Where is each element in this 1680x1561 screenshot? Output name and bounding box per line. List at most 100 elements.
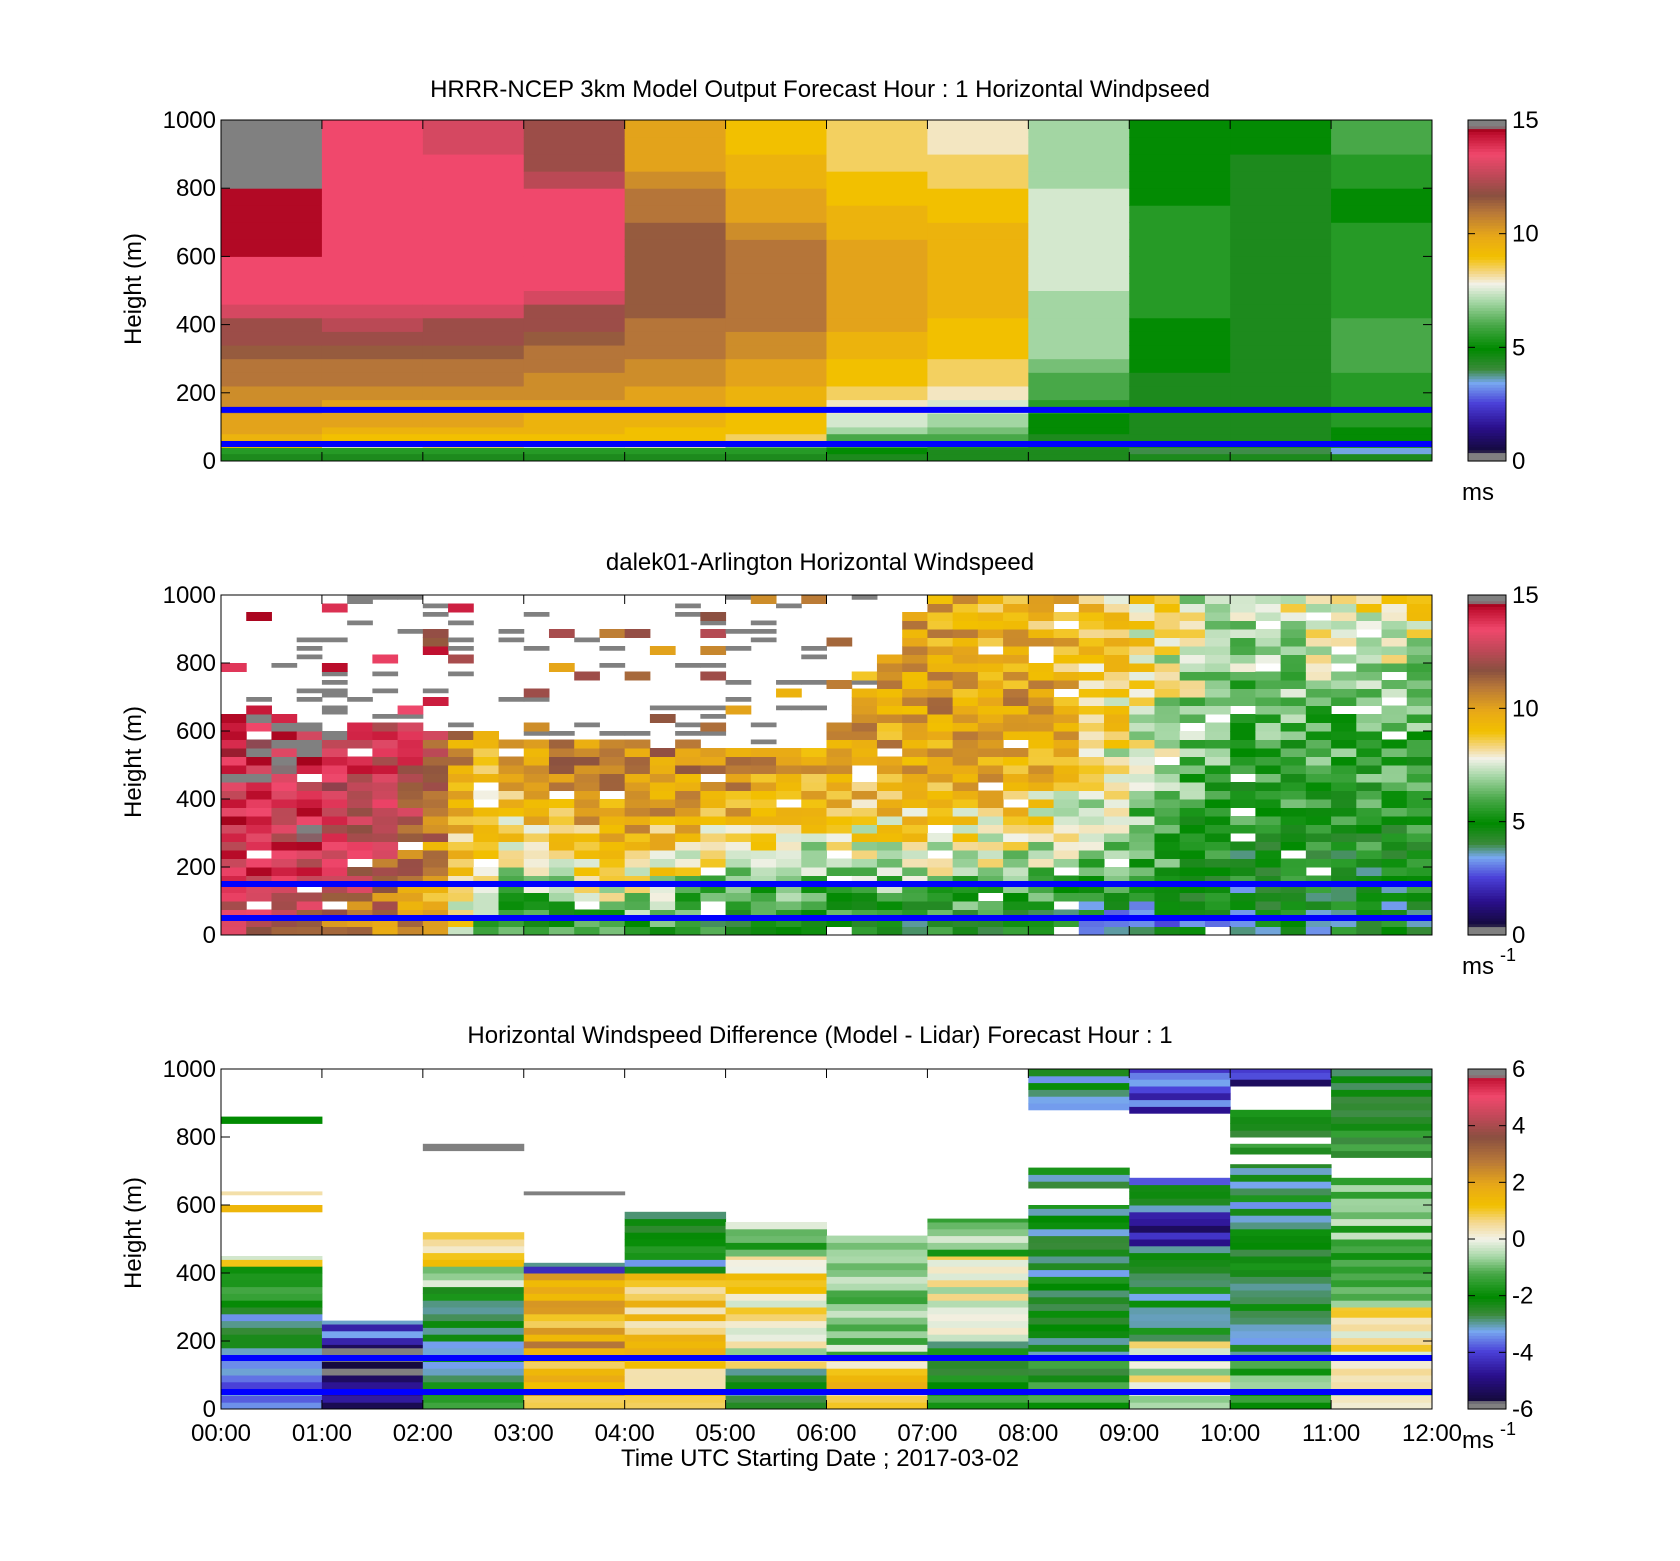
heatmap-cell — [902, 697, 928, 706]
heatmap-cell — [1406, 790, 1433, 800]
heatmap-cell — [927, 137, 1029, 155]
heatmap-cell — [952, 816, 979, 825]
heatmap-cell — [1204, 612, 1231, 621]
heatmap-cell — [801, 782, 827, 791]
heatmap-cell — [574, 833, 600, 842]
heatmap-cell — [927, 697, 954, 706]
colorbar-segment — [1468, 256, 1506, 260]
heatmap-cell — [1280, 909, 1307, 919]
heatmap-cell — [750, 816, 777, 825]
heatmap-cell — [422, 901, 449, 910]
y-tick-label: 600 — [176, 1192, 216, 1219]
heatmap-cell — [1331, 1293, 1433, 1301]
heatmap-cell — [1230, 850, 1256, 859]
heatmap-cell — [801, 654, 827, 660]
heatmap-cell — [1381, 595, 1408, 604]
colorbar-segment — [1468, 1216, 1506, 1220]
colorbar-segment — [1468, 1406, 1506, 1410]
heatmap-cell — [548, 884, 575, 893]
colorbar-segment — [1468, 1196, 1506, 1200]
heatmap-cell — [776, 790, 802, 800]
heatmap-cell — [902, 680, 928, 689]
heatmap-cell — [624, 756, 651, 766]
heatmap-cell — [1003, 841, 1029, 851]
heatmap-cell — [296, 731, 323, 740]
heatmap-cell — [700, 807, 727, 817]
heatmap-cell — [1003, 807, 1029, 817]
heatmap-cell — [700, 790, 727, 800]
colorbar-segment — [1468, 142, 1506, 147]
heatmap-cell — [1331, 875, 1357, 885]
heatmap-cell — [624, 1266, 727, 1274]
heatmap-cell — [473, 731, 500, 740]
heatmap-cell — [498, 867, 525, 876]
heatmap-cell — [548, 918, 575, 927]
heatmap-cell — [422, 290, 525, 305]
heatmap-cell — [826, 1330, 928, 1339]
heatmap-cell — [221, 372, 323, 387]
heatmap-cell — [1179, 807, 1206, 817]
heatmap-cell — [1255, 603, 1282, 613]
heatmap-cell — [1028, 1262, 1130, 1271]
heatmap-cell — [1154, 697, 1181, 706]
heatmap-cell — [1154, 680, 1181, 689]
colorbar-segment — [1468, 193, 1506, 198]
heatmap-cell — [624, 748, 651, 757]
heatmap-cell — [927, 1218, 1029, 1223]
heatmap-cell — [1204, 875, 1231, 885]
heatmap-cell — [422, 918, 449, 927]
heatmap-cell — [422, 629, 449, 638]
heatmap-cell — [624, 1313, 727, 1322]
heatmap-cell — [321, 680, 348, 685]
heatmap-cell — [422, 850, 449, 859]
heatmap-cell — [1230, 748, 1256, 757]
heatmap-cell — [1204, 824, 1231, 834]
heatmap-cell — [1028, 1402, 1130, 1410]
colorbar-segment — [1468, 790, 1506, 794]
heatmap-cell — [826, 841, 853, 851]
heatmap-cell — [321, 705, 348, 715]
heatmap-cell — [599, 739, 626, 749]
heatmap-cell — [1053, 799, 1080, 808]
heatmap-cell — [826, 188, 928, 206]
heatmap-cell — [1154, 841, 1181, 851]
heatmap-cell — [448, 875, 474, 885]
colorbar-unit: ms — [1462, 1427, 1494, 1454]
heatmap-cell — [221, 345, 323, 360]
colorbar-segment — [1468, 389, 1506, 394]
heatmap-cell — [902, 892, 928, 902]
colorbar-segment — [1468, 165, 1506, 169]
heatmap-cell — [1129, 1086, 1231, 1094]
heatmap-cell — [1204, 892, 1231, 902]
heatmap-cell — [498, 909, 525, 919]
heatmap-cell — [498, 799, 525, 808]
colorbar-segment — [1468, 1258, 1506, 1263]
heatmap-cell — [271, 765, 298, 774]
heatmap-cell — [902, 884, 928, 893]
colorbar-segment — [1468, 810, 1506, 814]
heatmap-cell — [1331, 612, 1357, 621]
heatmap-cell — [422, 841, 449, 851]
heatmap-cell — [1053, 892, 1080, 902]
colorbar-segment — [1468, 131, 1506, 135]
colorbar-segment — [1468, 1397, 1506, 1402]
colorbar-segment — [1468, 222, 1506, 226]
heatmap-cell — [1406, 858, 1433, 868]
heatmap-cell — [473, 790, 500, 800]
colorbar-segment — [1468, 426, 1506, 431]
heatmap-cell — [271, 824, 298, 834]
colorbar-segment — [1468, 233, 1506, 238]
heatmap-cell — [422, 1286, 525, 1294]
heatmap-cell — [902, 612, 928, 621]
heatmap-cell — [1028, 290, 1130, 305]
colorbar-segment — [1468, 742, 1506, 746]
heatmap-cell — [221, 1307, 323, 1315]
colorbar-segment — [1468, 1309, 1506, 1314]
heatmap-cell — [1028, 205, 1130, 223]
heatmap-cell — [902, 688, 928, 698]
heatmap-cell — [1381, 756, 1408, 766]
colorbar-segment — [1468, 1383, 1506, 1387]
heatmap-cell — [1003, 748, 1029, 757]
heatmap-cell — [1129, 290, 1231, 305]
